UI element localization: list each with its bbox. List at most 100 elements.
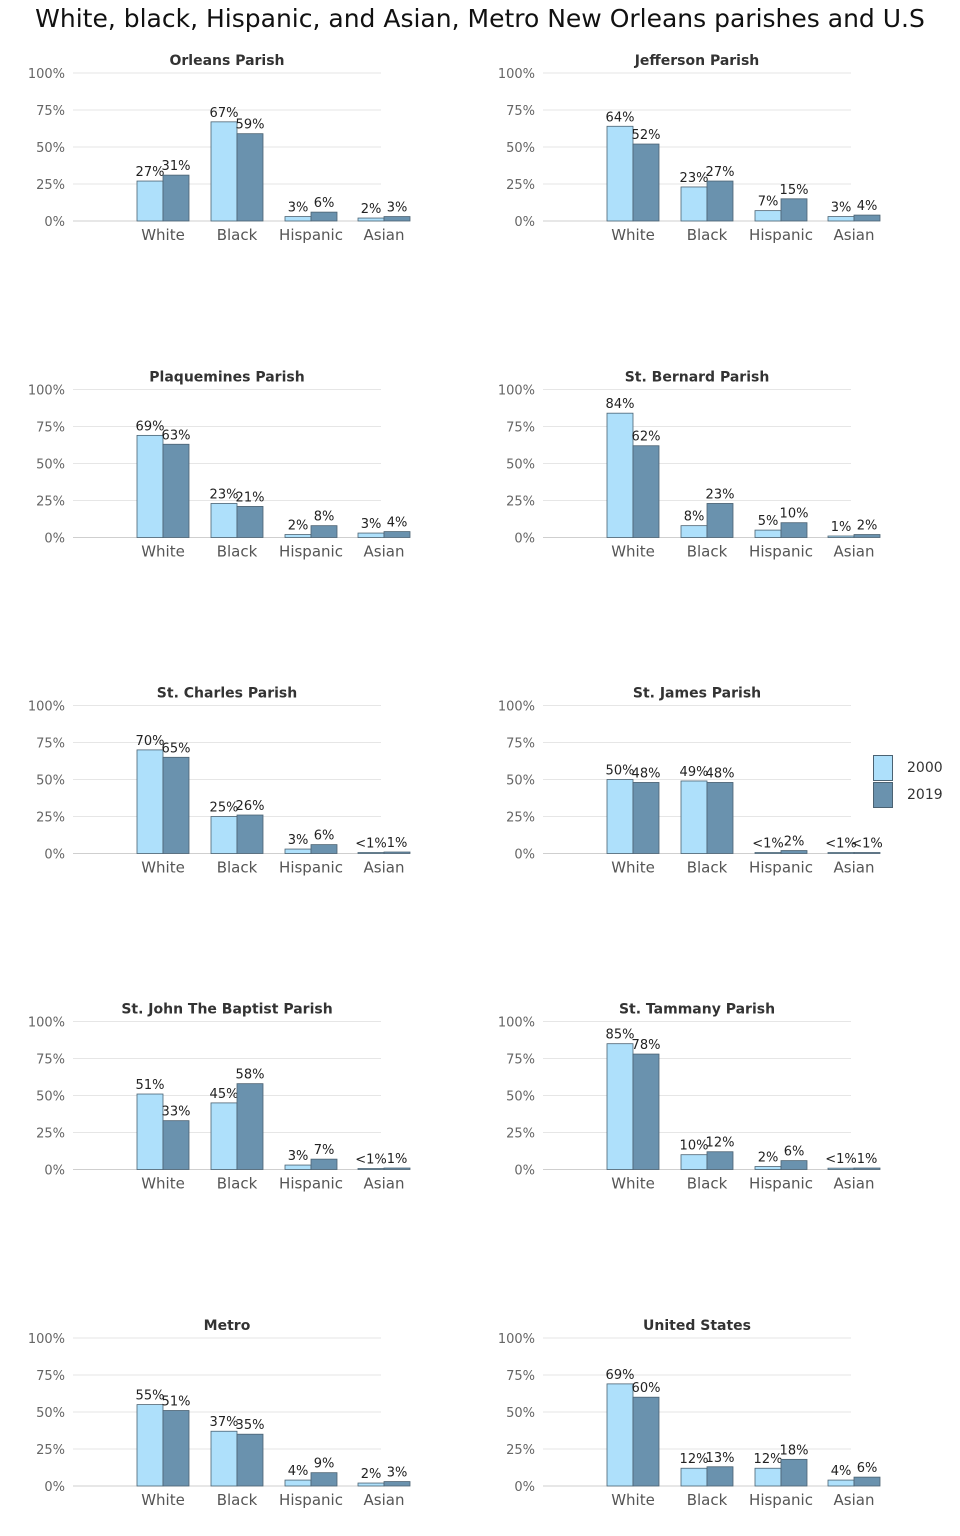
chart-st-james-parish: St. James Parish0%25%50%75%100%50%48%Whi… bbox=[498, 686, 883, 877]
bar-black-2019[interactable] bbox=[236, 1083, 264, 1170]
bar-white-2019[interactable] bbox=[162, 174, 190, 222]
bar-asian-2019[interactable] bbox=[853, 1167, 881, 1170]
y-tick-label: 75% bbox=[506, 1369, 535, 1384]
bar-asian-2019[interactable] bbox=[383, 1167, 411, 1170]
bar-white-2000[interactable] bbox=[136, 180, 164, 222]
page-title: White, black, Hispanic, and Asian, Metro… bbox=[35, 4, 925, 33]
bar-hispanic-2019[interactable] bbox=[780, 1160, 808, 1170]
bar-hispanic-2000[interactable] bbox=[754, 1166, 782, 1170]
bar-hispanic-2000[interactable] bbox=[284, 1479, 312, 1487]
bar-hispanic-2000[interactable] bbox=[284, 216, 312, 222]
bar-asian-2019[interactable] bbox=[383, 216, 411, 222]
bar-hispanic-2019[interactable] bbox=[310, 1158, 338, 1170]
x-tick-label: Hispanic bbox=[749, 226, 813, 244]
bar-hispanic-2000[interactable] bbox=[284, 1164, 312, 1170]
x-tick-label: Black bbox=[687, 859, 728, 877]
bar-asian-2019[interactable] bbox=[853, 534, 881, 538]
bar-asian-2000[interactable] bbox=[357, 852, 385, 854]
bar-white-2019[interactable] bbox=[632, 445, 660, 538]
bar-black-2000[interactable] bbox=[210, 1102, 238, 1170]
bar-black-2019[interactable] bbox=[706, 180, 734, 222]
bar-black-2019[interactable] bbox=[236, 506, 264, 538]
bar-hispanic-2000[interactable] bbox=[284, 534, 312, 538]
data-label: 3% bbox=[387, 201, 408, 216]
bar-white-2000[interactable] bbox=[136, 1404, 164, 1487]
chart-united-states: United States 0% 25% 50% 75% 100% 69%60% White 1… bbox=[498, 1318, 881, 1509]
legend-item-2000[interactable]: 2000 bbox=[873, 754, 943, 781]
bar-white-2000[interactable] bbox=[606, 1043, 634, 1170]
bar-hispanic-2000[interactable] bbox=[284, 848, 312, 854]
bar-black-2019[interactable] bbox=[236, 814, 264, 854]
bar-black-2000[interactable] bbox=[210, 121, 238, 222]
bar-black-2000[interactable] bbox=[680, 780, 708, 854]
bar-hispanic-2019[interactable] bbox=[780, 198, 808, 222]
legend-item-2019[interactable]: 2019 bbox=[873, 781, 943, 808]
bar-hispanic-2000[interactable] bbox=[754, 1467, 782, 1487]
bar-asian-2000[interactable] bbox=[357, 532, 385, 538]
bar-black-2000[interactable] bbox=[210, 1430, 238, 1487]
bar-white-2019[interactable] bbox=[632, 1396, 660, 1487]
bar-hispanic-2000[interactable] bbox=[754, 210, 782, 222]
bar-white-2019[interactable] bbox=[162, 1120, 190, 1170]
x-tick-label: Black bbox=[217, 543, 258, 561]
bar-hispanic-2019[interactable] bbox=[780, 522, 808, 538]
bar-black-2000[interactable] bbox=[680, 1467, 708, 1487]
y-tick-label: 100% bbox=[498, 1016, 535, 1031]
bar-white-2019[interactable] bbox=[632, 143, 660, 222]
x-tick-label: Asian bbox=[834, 543, 875, 561]
y-tick-label: 75% bbox=[506, 737, 535, 752]
bar-white-2019[interactable] bbox=[162, 756, 190, 854]
bar-hispanic-2019[interactable] bbox=[780, 850, 808, 854]
bar-black-2019[interactable] bbox=[706, 503, 734, 538]
bar-asian-2019[interactable] bbox=[383, 531, 411, 538]
bar-white-2019[interactable] bbox=[632, 782, 660, 854]
bar-white-2000[interactable] bbox=[136, 434, 164, 538]
bar-asian-2000[interactable] bbox=[827, 535, 855, 538]
bar-white-2000[interactable] bbox=[606, 125, 634, 222]
bar-black-2019[interactable] bbox=[706, 1466, 734, 1487]
bar-asian-2000[interactable] bbox=[357, 1168, 385, 1170]
bar-black-2019[interactable] bbox=[236, 1433, 264, 1487]
legend-swatch-2000 bbox=[873, 754, 893, 781]
data-label: 2% bbox=[784, 835, 805, 850]
bar-asian-2019[interactable] bbox=[853, 214, 881, 222]
bar-white-2019[interactable] bbox=[162, 1410, 190, 1487]
bar-white-2000[interactable] bbox=[606, 1383, 634, 1487]
bar-asian-2000[interactable] bbox=[827, 1167, 855, 1170]
bar-asian-2019[interactable] bbox=[383, 1481, 411, 1487]
bar-white-2000[interactable] bbox=[606, 412, 634, 538]
bar-asian-2019[interactable] bbox=[383, 851, 411, 854]
bar-white-2000[interactable] bbox=[606, 779, 634, 854]
bar-hispanic-2019[interactable] bbox=[310, 211, 338, 222]
bar-black-2000[interactable] bbox=[680, 186, 708, 222]
bar-white-2019[interactable] bbox=[162, 443, 190, 538]
bar-asian-2000[interactable] bbox=[357, 217, 385, 222]
bar-white-2000[interactable] bbox=[136, 749, 164, 854]
data-label: 64% bbox=[606, 110, 635, 125]
bar-black-2000[interactable] bbox=[680, 525, 708, 538]
y-tick-label: 75% bbox=[506, 421, 535, 436]
bar-white-2000[interactable] bbox=[136, 1093, 164, 1170]
bar-asian-2000[interactable] bbox=[827, 1479, 855, 1487]
bar-hispanic-2019[interactable] bbox=[310, 525, 338, 538]
bar-asian-2000[interactable] bbox=[827, 852, 855, 854]
bar-asian-2019[interactable] bbox=[853, 1476, 881, 1487]
bar-hispanic-2000[interactable] bbox=[754, 852, 782, 854]
data-label: <1% bbox=[355, 837, 387, 852]
bar-black-2000[interactable] bbox=[210, 816, 238, 854]
data-label: 7% bbox=[314, 1143, 335, 1158]
bar-hispanic-2019[interactable] bbox=[310, 1472, 338, 1487]
bar-hispanic-2000[interactable] bbox=[754, 529, 782, 538]
data-label: <1% bbox=[851, 837, 883, 852]
bar-asian-2000[interactable] bbox=[357, 1482, 385, 1487]
bar-black-2019[interactable] bbox=[236, 133, 264, 222]
bar-asian-2019[interactable] bbox=[853, 852, 881, 854]
bar-black-2019[interactable] bbox=[706, 782, 734, 854]
bar-black-2000[interactable] bbox=[680, 1154, 708, 1170]
bar-asian-2000[interactable] bbox=[827, 216, 855, 222]
bar-hispanic-2019[interactable] bbox=[780, 1458, 808, 1487]
bar-white-2019[interactable] bbox=[632, 1053, 660, 1170]
bar-black-2019[interactable] bbox=[706, 1151, 734, 1170]
bar-black-2000[interactable] bbox=[210, 503, 238, 538]
bar-hispanic-2019[interactable] bbox=[310, 844, 338, 854]
